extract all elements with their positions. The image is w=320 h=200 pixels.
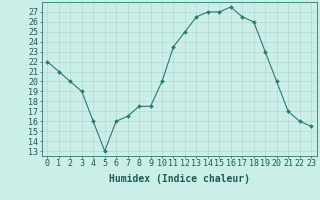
X-axis label: Humidex (Indice chaleur): Humidex (Indice chaleur)	[109, 174, 250, 184]
